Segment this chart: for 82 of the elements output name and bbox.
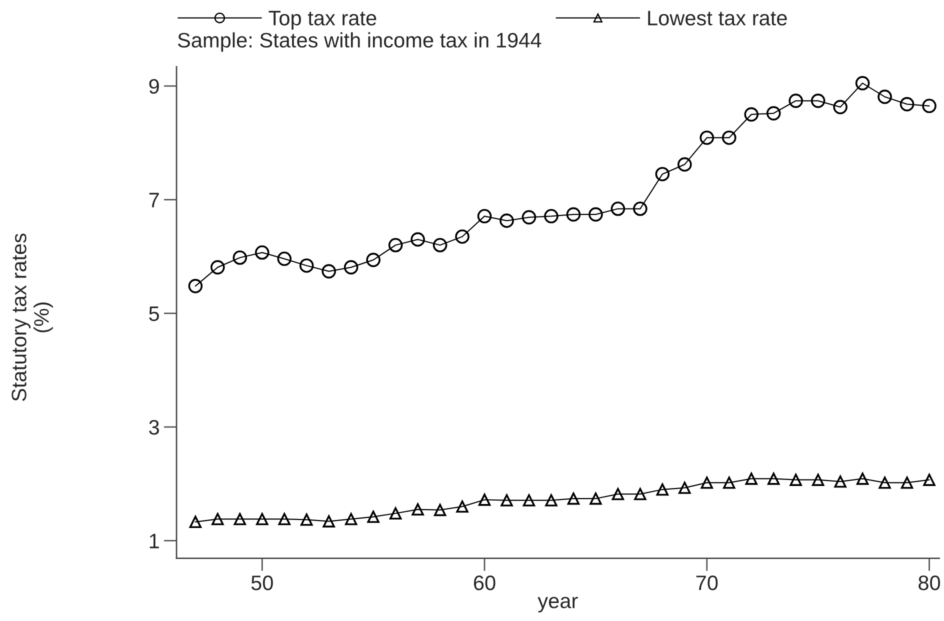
point xyxy=(767,472,780,485)
legend-label: Top tax rate xyxy=(268,10,376,30)
point xyxy=(656,483,669,496)
point xyxy=(766,106,781,120)
x-tick-label: 70 xyxy=(696,575,718,590)
y-tick-label: 3 xyxy=(149,420,159,435)
point xyxy=(500,494,513,506)
y-tick-label: 9 xyxy=(149,79,159,94)
point xyxy=(389,507,402,520)
point xyxy=(412,503,424,516)
x-tick-label: 80 xyxy=(918,575,940,590)
y-tick-label: 7 xyxy=(149,192,159,208)
point xyxy=(900,97,914,112)
point xyxy=(500,214,514,228)
point xyxy=(477,209,492,224)
point xyxy=(610,202,626,216)
point xyxy=(678,157,692,172)
point xyxy=(744,107,759,122)
point xyxy=(299,258,314,273)
point xyxy=(322,515,335,528)
point xyxy=(300,514,313,526)
y-tick-label: 1 xyxy=(150,534,159,548)
point xyxy=(612,488,624,500)
x-axis-title: year xyxy=(538,596,578,612)
point xyxy=(388,238,403,252)
point xyxy=(522,494,536,506)
point xyxy=(878,476,891,489)
point xyxy=(855,76,870,90)
point xyxy=(856,472,869,485)
chart-subtitle: Sample: States with income tax in 1944 xyxy=(178,32,542,52)
point xyxy=(478,494,491,506)
y-axis-title: Statutory tax rates (%) xyxy=(12,234,53,401)
point xyxy=(922,98,936,114)
point xyxy=(834,475,846,488)
point xyxy=(410,232,425,247)
x-tick-label: 60 xyxy=(474,575,496,590)
point xyxy=(633,202,648,216)
point xyxy=(788,94,803,108)
point xyxy=(900,476,914,489)
point xyxy=(567,492,580,505)
point xyxy=(366,252,380,268)
point xyxy=(254,245,270,260)
point xyxy=(812,474,824,486)
point xyxy=(455,229,470,244)
point xyxy=(367,510,380,523)
legend-label: Lowest tax rate xyxy=(648,10,787,26)
point xyxy=(544,209,558,224)
point xyxy=(344,260,358,274)
point xyxy=(256,512,268,526)
point xyxy=(634,488,646,500)
point xyxy=(590,492,602,505)
point xyxy=(833,100,848,114)
point xyxy=(588,207,603,222)
point xyxy=(278,512,290,526)
point xyxy=(322,264,336,278)
point xyxy=(722,130,736,145)
point xyxy=(210,260,225,274)
point xyxy=(810,94,826,108)
point xyxy=(277,252,292,266)
point xyxy=(456,500,468,513)
point xyxy=(232,250,248,265)
point xyxy=(678,482,691,494)
point xyxy=(790,474,802,486)
point xyxy=(700,130,714,145)
point xyxy=(566,207,581,222)
point xyxy=(432,238,448,252)
point xyxy=(723,476,736,489)
point xyxy=(344,512,358,526)
point xyxy=(923,474,936,486)
point xyxy=(212,512,224,526)
point xyxy=(878,90,892,104)
point xyxy=(434,504,446,516)
point xyxy=(522,210,536,224)
point xyxy=(545,494,558,506)
point xyxy=(655,166,670,182)
x-tick-label: 50 xyxy=(251,575,273,590)
point xyxy=(700,476,714,489)
y-tick-label: 5 xyxy=(149,306,159,322)
point xyxy=(745,472,758,485)
point xyxy=(189,516,202,528)
point xyxy=(188,278,203,294)
point xyxy=(234,512,246,526)
